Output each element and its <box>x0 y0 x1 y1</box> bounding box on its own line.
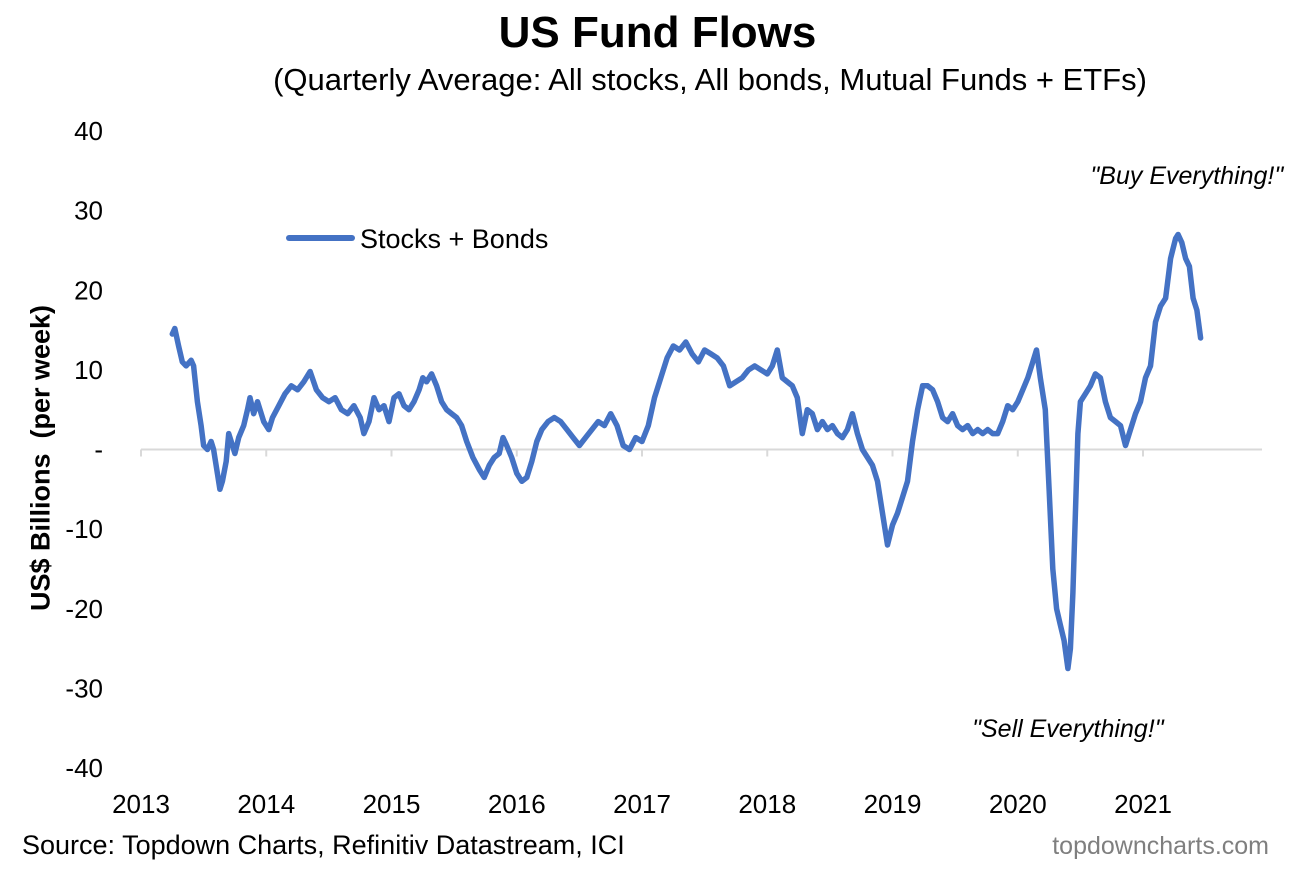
y-tick-label: -30 <box>65 673 103 703</box>
y-axis-ticks: 40 30 20 10 - -10 -20 -30 -40 <box>65 116 103 783</box>
y-tick-label: 10 <box>74 355 103 385</box>
chart-subtitle: (Quarterly Average: All stocks, All bond… <box>273 62 1147 97</box>
x-tick-label: 2015 <box>363 789 421 819</box>
annotations: "Buy Everything!" "Sell Everything!" <box>972 162 1284 743</box>
legend-label: Stocks + Bonds <box>360 224 548 254</box>
y-tick-label: -10 <box>65 514 103 544</box>
chart-title: US Fund Flows <box>498 8 817 57</box>
x-tick-label: 2013 <box>112 789 170 819</box>
x-tick-label: 2019 <box>864 789 922 819</box>
source-note: Source: Topdown Charts, Refinitiv Datast… <box>22 830 625 860</box>
x-axis: 2013 2014 2015 2016 2017 2018 2019 2020 2021 <box>112 448 1262 819</box>
y-tick-label: -40 <box>65 753 103 783</box>
series-layer <box>169 231 1204 672</box>
annotation-label: "Sell Everything!" <box>972 715 1165 743</box>
series-line <box>169 231 1204 672</box>
x-tick-label: 2017 <box>613 789 671 819</box>
watermark: topdowncharts.com <box>1052 832 1269 860</box>
x-tick-label: 2021 <box>1114 789 1172 819</box>
y-tick-label: -20 <box>65 594 103 624</box>
y-tick-label: 40 <box>74 116 103 146</box>
y-tick-label: - <box>94 435 103 465</box>
x-tick-label: 2014 <box>237 789 295 819</box>
x-tick-label: 2018 <box>738 789 796 819</box>
y-tick-label: 30 <box>74 196 103 226</box>
legend: Stocks + Bonds <box>286 224 548 254</box>
x-tick-label: 2020 <box>989 789 1047 819</box>
y-tick-label: 20 <box>74 275 103 305</box>
annotation-label: "Buy Everything!" <box>1090 162 1284 190</box>
x-tick-label: 2016 <box>488 789 546 819</box>
